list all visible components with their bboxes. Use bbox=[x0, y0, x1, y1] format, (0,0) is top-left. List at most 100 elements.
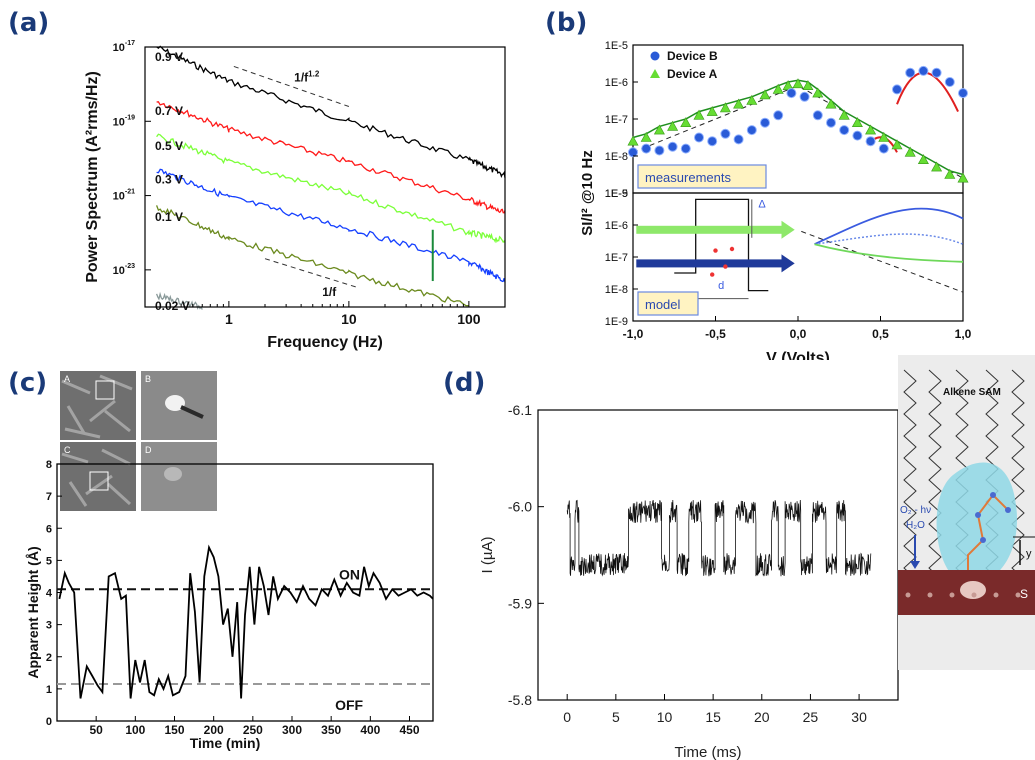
device-a-point-26 bbox=[957, 172, 969, 183]
series-line-0 bbox=[156, 45, 506, 179]
top-y-tick-label-0: 1E-5 bbox=[605, 40, 628, 52]
arrow-green-head bbox=[781, 220, 795, 239]
molecule-atom-0 bbox=[975, 512, 981, 518]
current-trace-chart: -6.1 -6.0 -5.9 -5.8 0 5 10 15 20 25 30 Time (ms) I (… bbox=[479, 402, 899, 760]
x-tick-label-5: 25 bbox=[803, 709, 819, 725]
d-label: d bbox=[718, 280, 724, 292]
y-tick-label-1: 10-19 bbox=[113, 114, 135, 128]
device-b-point-20 bbox=[892, 84, 902, 95]
bottom-y-tick-label-3: 1E-8 bbox=[605, 284, 628, 296]
device-b-point-4 bbox=[680, 143, 691, 154]
substrate-atom-5 bbox=[1015, 592, 1021, 598]
series-line-3 bbox=[156, 168, 506, 283]
y-tick-label-4: 4 bbox=[46, 588, 53, 600]
thumb-label-d: D bbox=[145, 445, 152, 455]
x-tick-label-4: 250 bbox=[243, 723, 263, 737]
model-curve-dotted bbox=[814, 233, 964, 245]
top-guide-line bbox=[632, 85, 964, 179]
x-tick-label-5: 300 bbox=[282, 723, 302, 737]
series-label-4: 0.1 V bbox=[155, 210, 183, 224]
stm-image-b: B bbox=[141, 371, 217, 440]
x-tick-label-7: 400 bbox=[360, 723, 380, 737]
bottom-y-tick-label-1: 1E-6 bbox=[605, 220, 628, 232]
device-b-point-21 bbox=[905, 67, 916, 78]
h2o-label: H₂O bbox=[906, 520, 925, 531]
stm-image-c: C bbox=[60, 442, 136, 511]
substrate-label: S bbox=[1020, 587, 1028, 601]
bottom-y-tick-label-2: 1E-7 bbox=[605, 252, 628, 264]
plot-frame bbox=[537, 409, 899, 701]
on-label: ON bbox=[339, 566, 360, 582]
panel-label-a: (a) bbox=[8, 8, 50, 38]
series-label-3: 0.3 V bbox=[155, 173, 183, 187]
device-b-point-12 bbox=[786, 88, 797, 99]
y-tick-label-2: 10-21 bbox=[113, 189, 135, 203]
thumb-label-a: A bbox=[64, 374, 71, 384]
arrow-green-body bbox=[636, 225, 782, 234]
device-b-point-10 bbox=[760, 117, 770, 128]
y-tick-label-8: 8 bbox=[46, 459, 52, 471]
device-b-point-14 bbox=[812, 110, 823, 121]
height-trace bbox=[58, 544, 434, 699]
x-axis-label: Time (ms) bbox=[675, 744, 742, 760]
device-a-point-5 bbox=[693, 109, 705, 120]
device-a-point-0 bbox=[627, 135, 639, 146]
substrate-atom-4 bbox=[993, 592, 999, 598]
model-box bbox=[637, 291, 699, 316]
plot-frame bbox=[144, 46, 506, 308]
device-a-point-13 bbox=[792, 78, 804, 89]
x-tick-label-1: 5 bbox=[612, 709, 620, 725]
x-tick-label-3: 200 bbox=[204, 723, 224, 737]
x-tick-label-3: 15 bbox=[705, 709, 721, 725]
molecule-atom-2 bbox=[1005, 507, 1011, 513]
y-tick-label-0: 10-17 bbox=[113, 40, 135, 54]
device-b-point-19 bbox=[878, 143, 889, 154]
device-b-point-22 bbox=[918, 65, 929, 76]
delta-label: Δ bbox=[758, 198, 766, 210]
device-b-point-5 bbox=[694, 132, 704, 143]
thumb-label-b: B bbox=[145, 374, 152, 384]
trap-dot-1 bbox=[723, 264, 728, 269]
device-a-point-14 bbox=[802, 80, 814, 90]
y-tick-label-1: 1 bbox=[46, 684, 52, 696]
series-label-2: 0.5 V bbox=[155, 139, 183, 153]
power-spectrum-chart: 0.9 V 0.7 V 0.5 V 0.3 V 0.1 V 0.02 V 1/f1.2 1/f… bbox=[84, 40, 506, 351]
substrate-atom-0 bbox=[905, 592, 911, 598]
top-y-tick-label-2: 1E-7 bbox=[605, 114, 628, 126]
series-label-1: 0.7 V bbox=[155, 104, 183, 118]
x-axis-label: Time (min) bbox=[190, 735, 261, 751]
device-b-point-7 bbox=[720, 128, 731, 139]
device-a-point-19 bbox=[865, 124, 877, 135]
substrate-atom-2 bbox=[949, 592, 955, 598]
model-label: model bbox=[645, 297, 681, 312]
series-line-1 bbox=[156, 101, 506, 214]
y-tick-label-2: 2 bbox=[46, 652, 52, 664]
guide-1-over-f bbox=[264, 258, 359, 289]
panel-label-c: (c) bbox=[8, 368, 48, 398]
y-tick-label-0: 0 bbox=[46, 716, 52, 728]
trap-dot-3 bbox=[729, 246, 735, 252]
y-axis-label: SI/I² @10 Hz bbox=[579, 150, 596, 235]
molecule-atom-3 bbox=[980, 537, 986, 543]
top-y-tick-label-4: 1E-9 bbox=[605, 188, 628, 200]
o2-label: O₂ - hν bbox=[900, 505, 931, 516]
device-b-point-24 bbox=[944, 77, 955, 87]
bottom-guide-line bbox=[801, 230, 964, 293]
bottom-y-tick-label-0: 1E-5 bbox=[605, 188, 628, 200]
device-a-point-24 bbox=[931, 161, 943, 172]
y-tick-label-0: -6.1 bbox=[508, 402, 532, 418]
device-a-point-20 bbox=[878, 131, 890, 142]
device-b-point-3 bbox=[667, 141, 678, 152]
legend-marker-device-b bbox=[650, 51, 660, 61]
thumb-label-c: C bbox=[64, 445, 71, 455]
molecule-atom-1 bbox=[990, 492, 996, 498]
x-tick-label-6: 350 bbox=[321, 723, 341, 737]
arrow-blue-head bbox=[781, 254, 795, 273]
x-tick-label-4: 1,0 bbox=[955, 327, 972, 341]
device-a-point-16 bbox=[825, 98, 837, 109]
molecule-chain bbox=[967, 493, 1009, 590]
device-a-point-9 bbox=[746, 94, 758, 105]
device-a-point-3 bbox=[667, 120, 679, 131]
defect-site bbox=[960, 581, 986, 599]
